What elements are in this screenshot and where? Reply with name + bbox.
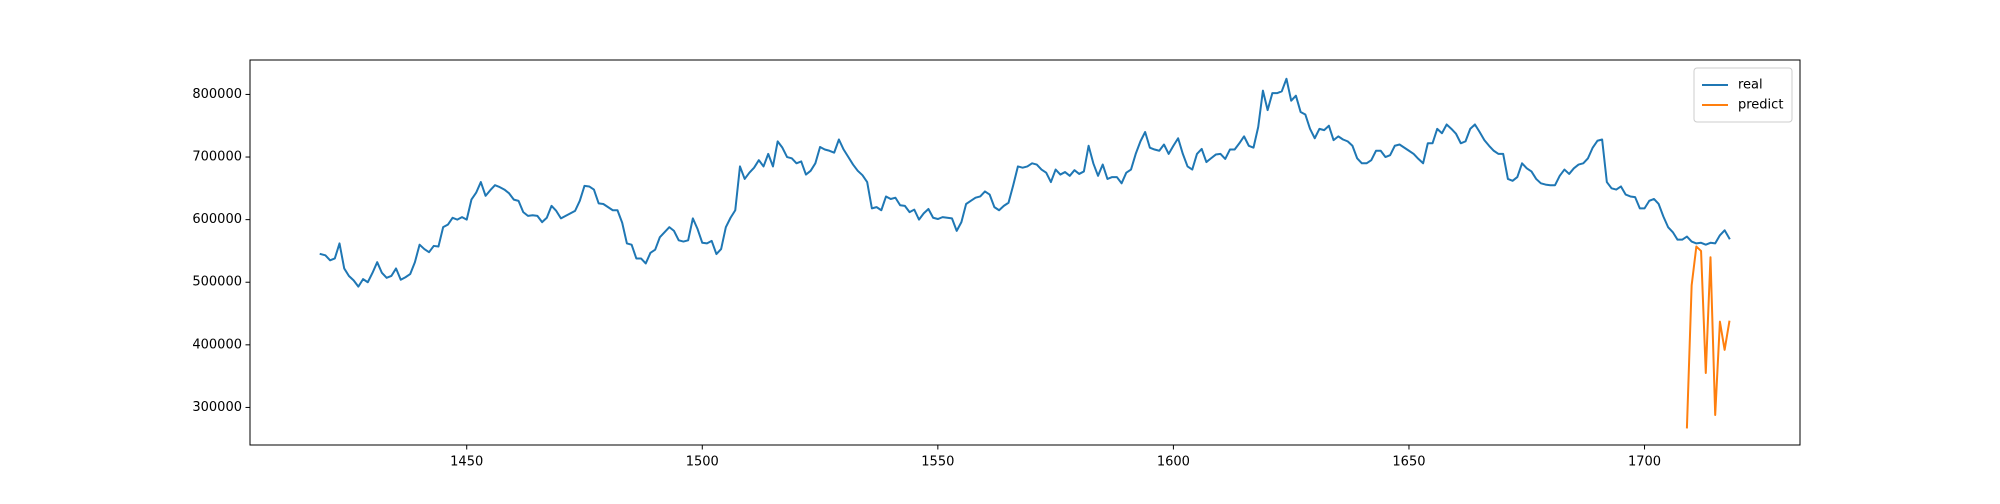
x-tick-label: 1500 bbox=[686, 455, 719, 470]
x-tick-label: 1700 bbox=[1628, 455, 1661, 470]
x-tick-label: 1450 bbox=[450, 455, 483, 470]
axes-frame bbox=[249, 59, 1801, 446]
line-series bbox=[1685, 245, 1731, 429]
x-tick-label: 1550 bbox=[921, 455, 954, 470]
x-tick-label: 1600 bbox=[1157, 455, 1190, 470]
y-tick-label: 400000 bbox=[192, 337, 242, 352]
legend-label: predict bbox=[1738, 98, 1783, 113]
legend-box bbox=[1693, 67, 1793, 123]
y-tick-label: 700000 bbox=[192, 150, 242, 165]
line-series bbox=[319, 77, 1731, 288]
y-tick-label: 300000 bbox=[192, 400, 242, 415]
legend: real predict bbox=[1693, 67, 1793, 123]
y-tick-label: 800000 bbox=[192, 87, 242, 102]
x-tick-label: 1650 bbox=[1392, 455, 1425, 470]
y-tick-label: 500000 bbox=[192, 275, 242, 290]
y-tick-label: 600000 bbox=[192, 212, 242, 227]
legend-label: real bbox=[1738, 78, 1763, 93]
